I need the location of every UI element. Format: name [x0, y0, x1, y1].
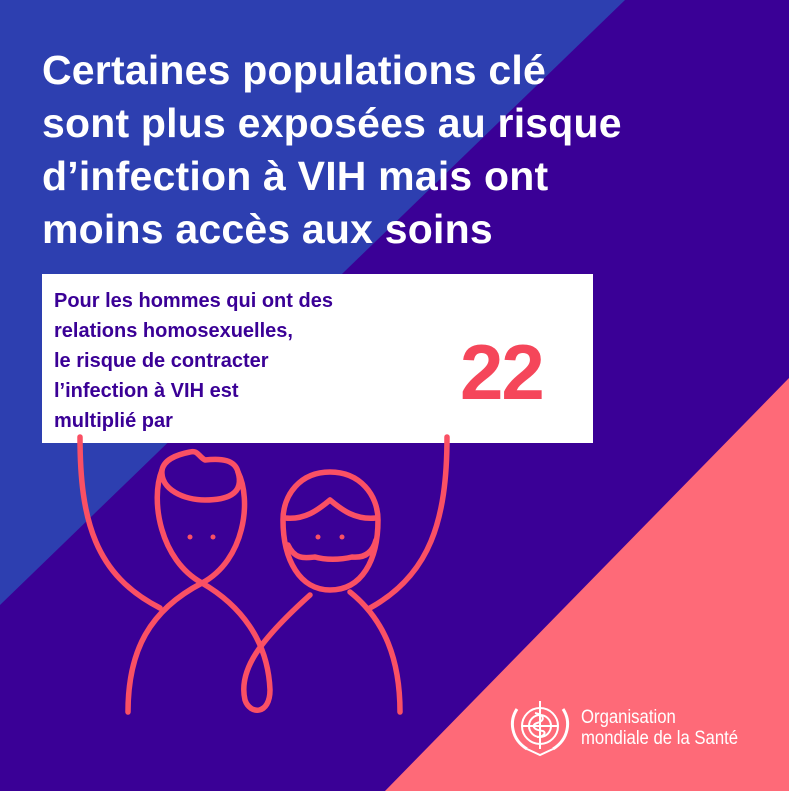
statistic-line: relations homosexuelles,	[54, 320, 293, 342]
who-logo: Organisation mondiale de la Santé	[505, 697, 760, 759]
headline-line: d’infection à VIH mais ont	[42, 153, 549, 199]
logo-line: mondiale de la Santé	[581, 728, 739, 749]
woman-body	[347, 589, 403, 715]
statistic-line: l’infection à VIH est	[54, 380, 239, 402]
woman-head	[280, 469, 381, 593]
statistic-text: Pour les hommes qui ont des relations ho…	[54, 286, 333, 436]
statistic-card: Pour les hommes qui ont des relations ho…	[42, 274, 593, 443]
eye	[315, 534, 321, 540]
headline: Certaines populations clé sont plus expo…	[42, 44, 782, 256]
logo-line: Organisation	[581, 707, 676, 728]
statistic-line: le risque de contracter	[54, 350, 269, 372]
statistic-line: multiplié par	[54, 410, 173, 432]
woman-hair-line	[285, 537, 379, 562]
who-logo-text: Organisation mondiale de la Santé	[581, 707, 738, 749]
eye	[339, 534, 345, 540]
headline-line: sont plus exposées au risque	[42, 100, 622, 146]
statistic-line: Pour les hommes qui ont des	[54, 290, 333, 312]
eye	[210, 534, 216, 540]
statistic-number: 22	[460, 328, 545, 416]
headline-line: Certaines populations clé	[42, 47, 546, 93]
who-emblem-icon	[510, 701, 570, 757]
left-arm	[77, 434, 163, 611]
headline-line: moins accès aux soins	[42, 206, 493, 252]
right-arm	[367, 434, 450, 611]
woman-hair	[282, 497, 379, 521]
man-body	[125, 580, 205, 715]
eye	[187, 534, 193, 540]
joined-loop	[199, 580, 313, 713]
man-hair	[159, 448, 243, 503]
